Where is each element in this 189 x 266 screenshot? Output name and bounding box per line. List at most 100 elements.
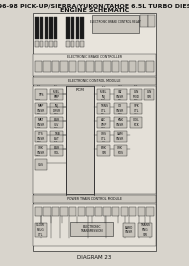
Text: POWER TRAIN CONTROL MODULE: POWER TRAIN CONTROL MODULE	[67, 197, 122, 201]
Bar	[35, 89, 46, 100]
Bar	[66, 41, 70, 47]
Bar	[60, 207, 68, 216]
Text: VSS: VSS	[38, 163, 44, 167]
Text: FUEL
INJ: FUEL INJ	[100, 90, 107, 99]
Bar	[50, 145, 63, 156]
Bar	[121, 61, 128, 72]
Text: TPS: TPS	[38, 93, 43, 97]
Text: WHT: WHT	[117, 85, 122, 86]
Text: BLK: BLK	[36, 85, 41, 86]
Text: PUR: PUR	[54, 142, 58, 143]
Text: IGN
MOD: IGN MOD	[133, 90, 140, 99]
Text: TAN: TAN	[101, 85, 105, 87]
Bar	[35, 61, 42, 72]
Bar	[114, 131, 127, 142]
Text: BLK: BLK	[134, 85, 138, 86]
Bar	[71, 41, 74, 47]
Bar	[146, 61, 154, 72]
Bar	[50, 103, 63, 114]
Text: ELECTRONIC CONTROL MODULE: ELECTRONIC CONTROL MODULE	[68, 79, 121, 83]
Bar	[69, 207, 76, 216]
Text: RED: RED	[53, 127, 58, 128]
Text: A/C
CMP: A/C CMP	[101, 118, 107, 127]
Bar	[123, 223, 135, 237]
Bar	[76, 41, 79, 47]
Text: PCM: PCM	[76, 88, 85, 92]
Bar	[50, 89, 63, 100]
Bar	[66, 86, 94, 194]
Bar	[50, 131, 63, 142]
Bar	[138, 223, 152, 237]
Bar	[98, 117, 110, 128]
Bar	[80, 41, 84, 47]
Bar	[112, 207, 119, 216]
Bar	[98, 103, 110, 114]
Bar	[40, 17, 43, 39]
Text: IAT
SNSR: IAT SNSR	[116, 90, 124, 99]
Text: TRNS
CTL: TRNS CTL	[100, 104, 108, 113]
Bar	[71, 17, 74, 39]
Bar	[35, 103, 46, 114]
Bar	[95, 207, 102, 216]
Bar	[98, 131, 110, 142]
Text: BARO
SNSR: BARO SNSR	[125, 226, 133, 234]
Bar	[52, 61, 59, 72]
Bar	[33, 204, 156, 246]
Text: DIAGRAM 23: DIAGRAM 23	[77, 255, 112, 260]
Bar	[76, 17, 79, 39]
Bar	[33, 195, 156, 203]
Bar	[35, 223, 46, 237]
Bar	[114, 89, 127, 100]
Bar	[35, 41, 39, 47]
Bar	[35, 117, 46, 128]
Bar	[148, 15, 155, 27]
Bar	[70, 222, 113, 236]
Text: CAM
SNSR: CAM SNSR	[116, 132, 124, 141]
Bar	[140, 15, 148, 27]
Bar	[33, 13, 156, 251]
Bar	[129, 61, 136, 72]
Bar	[33, 86, 156, 194]
Text: MAP
SNSR: MAP SNSR	[36, 104, 45, 113]
Bar	[98, 89, 110, 100]
Bar	[50, 117, 63, 128]
Bar	[78, 207, 85, 216]
Bar	[114, 103, 127, 114]
Bar	[138, 207, 145, 216]
Text: ELECTRONIC BRAKE CONTROLLER: ELECTRONIC BRAKE CONTROLLER	[67, 55, 122, 59]
Bar	[69, 61, 76, 72]
Bar	[45, 17, 48, 39]
Text: WHT: WHT	[36, 99, 41, 101]
Bar	[33, 54, 156, 76]
Bar	[86, 207, 94, 216]
Bar	[114, 145, 127, 156]
Text: IGN
SW: IGN SW	[147, 90, 152, 99]
Text: CTS
SNSR: CTS SNSR	[36, 132, 45, 141]
Bar	[130, 117, 143, 128]
Bar	[35, 207, 42, 216]
Bar	[43, 61, 50, 72]
Bar	[49, 17, 53, 39]
Bar	[35, 17, 39, 39]
Text: MAT
SNSR: MAT SNSR	[36, 118, 45, 127]
Text: 1996-98 PICK-UP/SIERRA/YUKON/TAHOE 6.5L TURBO DIESEL: 1996-98 PICK-UP/SIERRA/YUKON/TAHOE 6.5L …	[0, 3, 189, 8]
Bar	[98, 145, 110, 156]
Bar	[43, 207, 50, 216]
Text: LBL: LBL	[101, 142, 105, 143]
Text: CRK
POS: CRK POS	[117, 146, 123, 155]
Text: ELECTRONIC BRAKE CONTROL RELAY: ELECTRONIC BRAKE CONTROL RELAY	[90, 20, 141, 24]
Text: TRANS
RNG
SW: TRANS RNG SW	[140, 223, 150, 236]
Text: BRN: BRN	[36, 142, 41, 143]
Bar	[121, 207, 128, 216]
Bar	[95, 61, 102, 72]
Text: ENGINE SCHEMATIC: ENGINE SCHEMATIC	[60, 8, 129, 13]
Bar	[35, 159, 46, 170]
Text: BLU: BLU	[54, 85, 58, 86]
Bar	[130, 89, 143, 100]
Bar	[80, 17, 84, 39]
Text: PNK: PNK	[36, 127, 41, 128]
Text: CRK
SNSR: CRK SNSR	[36, 146, 45, 155]
Bar	[138, 61, 145, 72]
Bar	[49, 41, 53, 47]
Text: CRS
CTL: CRS CTL	[101, 132, 107, 141]
